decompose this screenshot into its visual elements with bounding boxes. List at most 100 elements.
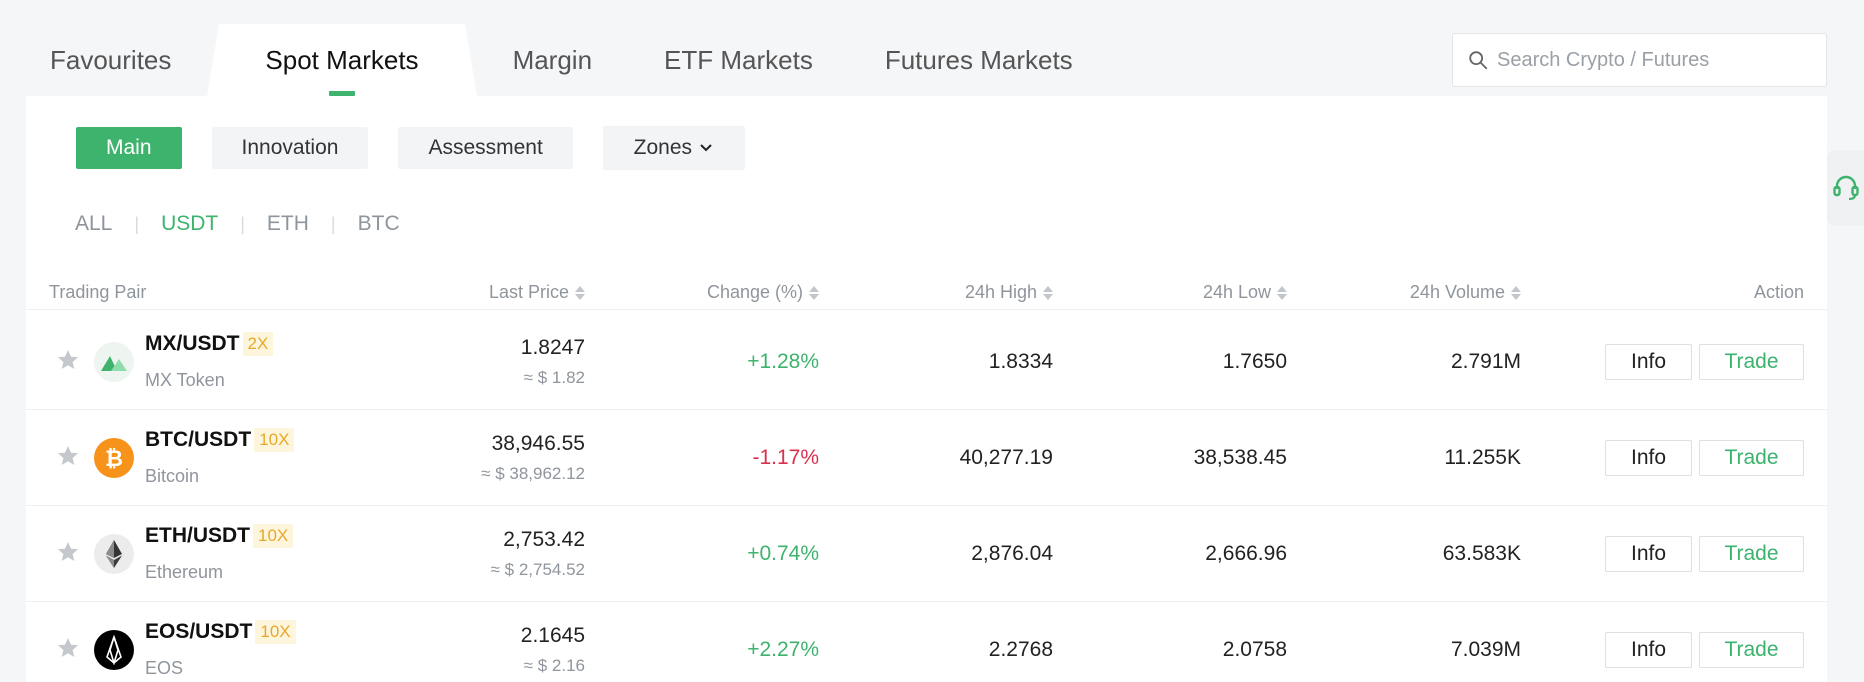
volume-24h: 11.255K: [1444, 446, 1521, 469]
usd-price: ≈ $ 2,754.52: [490, 560, 585, 579]
high-24h: 40,277.19: [959, 446, 1053, 469]
leverage-badge: 10X: [255, 620, 296, 644]
chevron-down-icon: [700, 144, 712, 152]
header-label: Action: [1753, 282, 1804, 302]
high-24h: 2.2768: [988, 638, 1053, 661]
header-action: Action: [1754, 282, 1804, 303]
trading-pair-link[interactable]: MX/USDT 2X: [145, 332, 274, 356]
bitcoin-logo: ₿: [94, 438, 134, 478]
chip-innovation[interactable]: Innovation: [211, 127, 369, 169]
sort-icon: [1043, 285, 1053, 300]
chip-label: Zones: [633, 136, 693, 159]
tab-etf-markets[interactable]: ETF Markets: [640, 24, 837, 96]
coin-name: MX Token: [145, 370, 225, 390]
pair-symbol: BTC/USDT: [145, 428, 252, 451]
star-icon[interactable]: [56, 444, 80, 468]
low-24h: 2.0758: [1222, 638, 1287, 661]
trading-pair-link[interactable]: ETH/USDT 10X: [145, 524, 294, 548]
usd-price: ≈ $ 38,962.12: [481, 464, 585, 483]
leverage-badge: 10X: [254, 428, 295, 452]
leverage-badge: 10X: [253, 524, 294, 548]
change-percent: +0.74%: [747, 542, 819, 565]
table-row[interactable]: ETH/USDT 10X Ethereum 2,753.42 ≈ $ 2,754.…: [26, 506, 1827, 602]
header-24h-volume[interactable]: 24h Volume: [1410, 282, 1521, 303]
divider: |: [240, 213, 245, 234]
chip-main[interactable]: Main: [76, 127, 182, 169]
header-label: Last Price: [488, 282, 569, 302]
header-last-price[interactable]: Last Price: [489, 282, 585, 303]
usd-price: ≈ $ 2.16: [523, 656, 585, 675]
usd-price: ≈ $ 1.82: [523, 368, 585, 387]
trade-button[interactable]: Trade: [1699, 536, 1804, 572]
last-price: 2.1645: [520, 624, 585, 647]
svg-text:₿: ₿: [105, 447, 123, 472]
support-button[interactable]: [1827, 150, 1864, 226]
last-price: 2,753.42: [503, 528, 585, 551]
search-icon: [1469, 51, 1488, 70]
tab-margin[interactable]: Margin: [489, 24, 616, 96]
info-button[interactable]: Info: [1605, 440, 1692, 476]
tab-futures-markets[interactable]: Futures Markets: [861, 24, 1097, 96]
header-label: 24h High: [964, 282, 1037, 302]
header-24h-high[interactable]: 24h High: [965, 282, 1053, 303]
chip-label: Assessment: [428, 136, 543, 159]
quote-filter-usdt[interactable]: USDT: [161, 212, 219, 235]
change-percent: -1.17%: [752, 446, 819, 469]
star-icon[interactable]: [56, 348, 80, 372]
trade-button[interactable]: Trade: [1699, 632, 1804, 668]
trading-pair-link[interactable]: EOS/USDT 10X: [145, 620, 296, 644]
high-24h: 2,876.04: [971, 542, 1053, 565]
trade-button[interactable]: Trade: [1699, 344, 1804, 380]
info-button[interactable]: Info: [1605, 632, 1692, 668]
info-button[interactable]: Info: [1605, 344, 1692, 380]
chip-assessment[interactable]: Assessment: [398, 127, 573, 169]
pair-symbol: EOS/USDT: [145, 620, 253, 643]
header-label: 24h Low: [1202, 282, 1271, 302]
tab-label: Futures Markets: [884, 44, 1073, 75]
chip-zones-dropdown[interactable]: Zones: [602, 126, 745, 170]
change-percent: +1.28%: [747, 350, 819, 373]
quote-filter: ALL | USDT | ETH | BTC: [75, 212, 400, 236]
header-label: Trading Pair: [49, 282, 147, 302]
table-row[interactable]: EOS/USDT 10X EOS 2.1645 ≈ $ 2.16 +2.27% 2…: [26, 602, 1827, 682]
star-icon[interactable]: [56, 540, 80, 564]
volume-24h: 2.791M: [1450, 350, 1521, 373]
last-price: 38,946.55: [491, 432, 585, 455]
quote-filter-all[interactable]: ALL: [75, 212, 113, 235]
coin-name: EOS: [145, 658, 184, 678]
header-label: Change (%): [706, 282, 803, 302]
high-24h: 1.8334: [988, 350, 1053, 373]
quote-filter-eth[interactable]: ETH: [266, 212, 309, 235]
search-input[interactable]: [1497, 48, 1817, 72]
low-24h: 1.7650: [1222, 350, 1287, 373]
star-icon[interactable]: [56, 636, 80, 660]
tab-favourites[interactable]: Favourites: [26, 24, 195, 96]
change-percent: +2.27%: [747, 638, 819, 661]
last-price: 1.8247: [520, 336, 585, 359]
table-row[interactable]: ₿ BTC/USDT 10X Bitcoin 38,946.55 ≈ $ 38,9…: [26, 410, 1827, 506]
category-chips: Main Innovation Assessment Zones: [76, 126, 775, 170]
coin-name: Bitcoin: [145, 466, 200, 486]
volume-24h: 63.583K: [1442, 542, 1521, 565]
pair-symbol: MX/USDT: [145, 332, 240, 355]
trade-button[interactable]: Trade: [1699, 440, 1804, 476]
quote-filter-btc[interactable]: BTC: [357, 212, 400, 235]
info-button[interactable]: Info: [1605, 536, 1692, 572]
divider: |: [330, 213, 336, 234]
tab-label: Favourites: [50, 44, 172, 75]
low-24h: 38,538.45: [1193, 446, 1287, 469]
coin-name: Ethereum: [145, 562, 224, 582]
markets-panel: Main Innovation Assessment Zones ALL | U…: [26, 96, 1827, 682]
header-change[interactable]: Change (%): [707, 282, 819, 303]
sort-icon: [575, 285, 585, 300]
trading-pair-link[interactable]: BTC/USDT 10X: [145, 428, 295, 452]
table-header: Trading Pair Last Price Change (%) 24h H…: [26, 270, 1827, 310]
header-trading-pair: Trading Pair: [49, 282, 146, 303]
tab-label: Margin: [512, 44, 593, 75]
table-row[interactable]: MX/USDT 2X MX Token 1.8247 ≈ $ 1.82 +1.28…: [26, 314, 1827, 410]
tab-spot-markets[interactable]: Spot Markets: [207, 24, 477, 96]
header-24h-low[interactable]: 24h Low: [1203, 282, 1287, 303]
ethereum-logo: [94, 534, 134, 574]
volume-24h: 7.039M: [1450, 638, 1521, 661]
search-box: [1452, 33, 1827, 87]
